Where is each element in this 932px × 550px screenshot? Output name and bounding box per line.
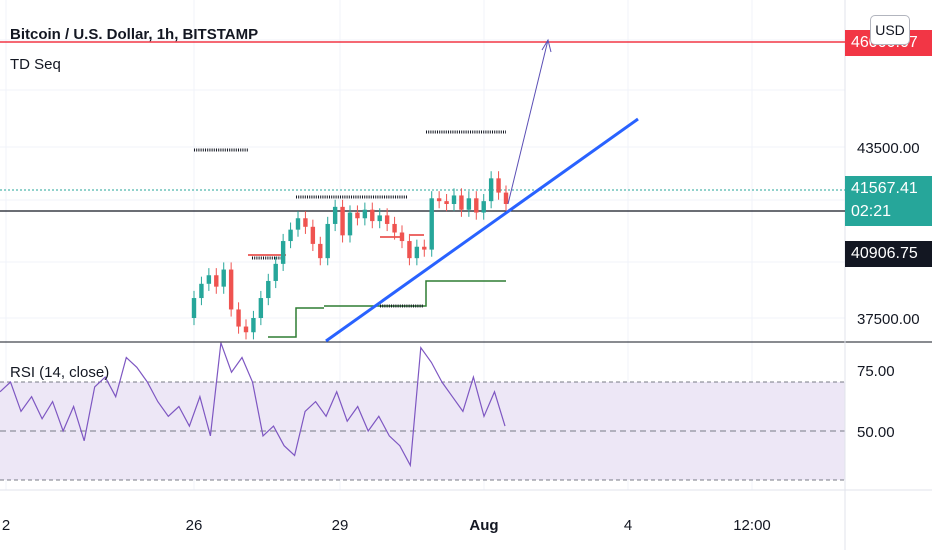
projection-arrow[interactable] xyxy=(507,39,549,205)
time-tick-label: 12:00 xyxy=(733,517,771,534)
candle-body xyxy=(303,218,308,227)
time-tick-label: 2 xyxy=(2,517,10,534)
candle-body xyxy=(370,209,375,222)
candle-body xyxy=(399,232,405,242)
candle-body xyxy=(214,275,219,287)
candle-body xyxy=(280,241,286,264)
candle-body xyxy=(332,206,338,224)
candle-body xyxy=(355,212,360,219)
candle-body xyxy=(459,195,464,210)
candle-body xyxy=(288,229,293,242)
time-tick-label: 26 xyxy=(186,517,203,534)
level-price-value: 40906.75 xyxy=(851,245,918,262)
time-tick-label: 4 xyxy=(624,517,632,534)
candle-body xyxy=(221,269,226,287)
candle-body xyxy=(466,198,472,210)
candle-body xyxy=(295,218,301,230)
candle-body xyxy=(273,263,278,281)
candle-body xyxy=(377,215,382,222)
currency-button[interactable]: USD xyxy=(870,15,910,45)
candle-body xyxy=(191,298,197,318)
candle-body xyxy=(451,195,457,204)
candle-body xyxy=(414,246,420,259)
price-axis-labels: 37500.00 43500.00 75.00 50.00 xyxy=(857,140,920,441)
candle-body xyxy=(199,283,204,299)
td-support-line xyxy=(268,307,324,338)
candle-body xyxy=(444,201,449,204)
price-tick-label: 43500.00 xyxy=(857,140,920,157)
candle-body xyxy=(228,269,234,310)
rsi-label[interactable]: RSI (14, close) xyxy=(10,364,110,381)
candle-body xyxy=(251,318,256,333)
candle-body xyxy=(266,280,271,299)
candle-body xyxy=(258,298,264,318)
trendline[interactable] xyxy=(325,117,639,343)
candle-body xyxy=(206,275,212,284)
candle-body xyxy=(243,326,249,333)
candle-body xyxy=(392,223,397,233)
candle-body xyxy=(474,198,479,213)
candle-body xyxy=(407,241,412,259)
time-tick-label: 29 xyxy=(332,517,349,534)
last-price-tag: 41567.41 02:21 xyxy=(845,176,932,226)
bar-countdown: 02:21 xyxy=(851,203,892,220)
candle-body xyxy=(422,246,427,250)
candle-body xyxy=(436,198,442,202)
candle-body xyxy=(310,226,316,244)
level-price-tag[interactable]: 40906.75 xyxy=(845,241,932,267)
chart-title: Bitcoin / U.S. Dollar, 1h, BITSTAMP xyxy=(10,26,259,43)
candle-body xyxy=(503,192,509,204)
rsi-line xyxy=(0,342,506,468)
candle-body xyxy=(362,209,368,219)
rsi-tick-label: 50.00 xyxy=(857,424,895,441)
candle-body xyxy=(481,201,486,213)
td-support-line xyxy=(324,280,506,307)
time-tick-label: Aug xyxy=(469,517,498,534)
projection-arrow-head xyxy=(541,38,552,53)
time-axis-labels: 2 26 29 Aug 4 12:00 xyxy=(2,517,771,534)
candle-body xyxy=(429,198,434,250)
price-tick-label: 37500.00 xyxy=(857,311,920,328)
candle-body xyxy=(325,223,330,259)
candle-body xyxy=(384,215,390,224)
rsi-tick-label: 75.00 xyxy=(857,363,895,380)
candle-body xyxy=(496,178,501,193)
candle-body xyxy=(236,309,241,327)
candle-body xyxy=(340,206,345,236)
last-price-value: 41567.41 xyxy=(851,180,918,197)
candle-body xyxy=(347,212,353,236)
indicator-label[interactable]: TD Seq xyxy=(10,56,61,73)
candle-body xyxy=(488,178,494,202)
candle-body xyxy=(318,243,323,259)
candles xyxy=(191,171,509,340)
